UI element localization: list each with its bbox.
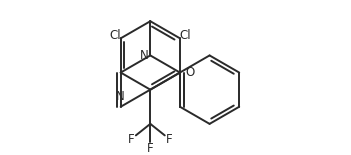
- Text: N: N: [116, 90, 125, 103]
- Text: Cl: Cl: [179, 29, 191, 42]
- Text: O: O: [185, 66, 194, 79]
- Text: N: N: [140, 49, 148, 62]
- Text: Cl: Cl: [110, 29, 121, 42]
- Text: F: F: [166, 133, 173, 146]
- Text: F: F: [128, 133, 134, 146]
- Text: F: F: [147, 142, 154, 155]
